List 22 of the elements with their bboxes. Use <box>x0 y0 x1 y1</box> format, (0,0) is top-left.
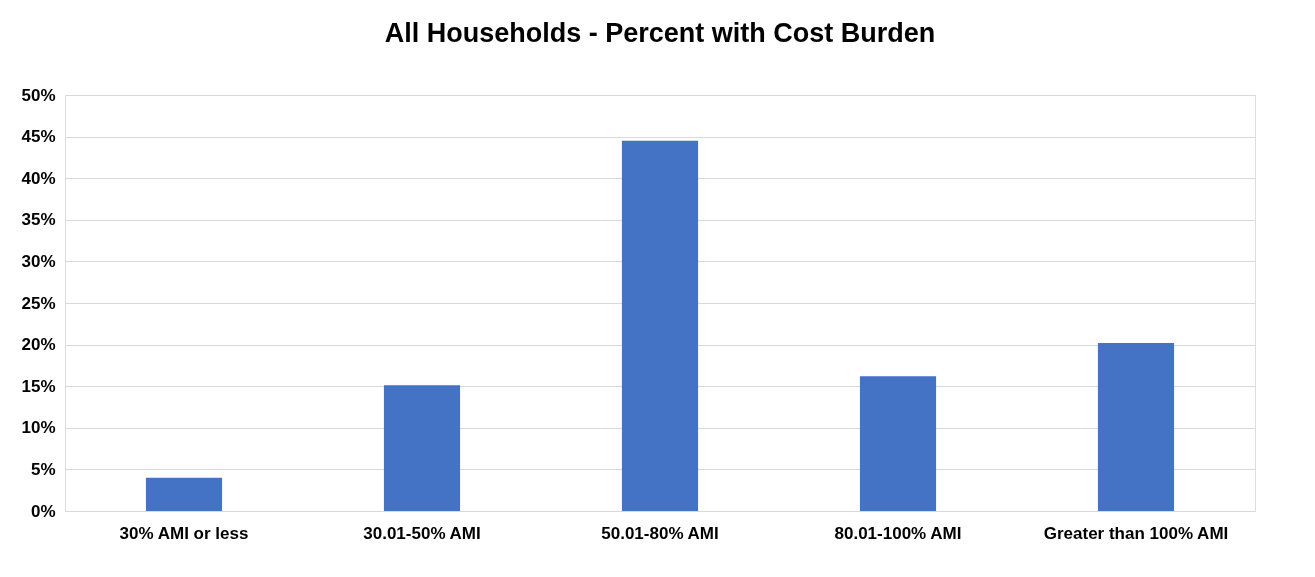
y-tick-label: 45% <box>21 127 56 147</box>
x-tick-label: 50.01-80% AMI <box>601 523 719 543</box>
y-tick-label: 5% <box>30 459 56 479</box>
y-tick-label: 35% <box>21 210 56 230</box>
y-tick-label: 50% <box>21 85 56 105</box>
y-tick-label: 0% <box>30 501 56 521</box>
chart-title: All Households - Percent with Cost Burden <box>384 18 936 48</box>
bar <box>145 477 223 511</box>
bar <box>383 385 461 511</box>
y-tick-label: 30% <box>21 251 56 271</box>
y-tick-label: 15% <box>21 376 56 396</box>
bar <box>621 140 699 511</box>
bar <box>1097 342 1175 511</box>
x-tick-label: 80.01-100% AMI <box>834 523 962 543</box>
y-tick-label: 40% <box>21 168 56 188</box>
y-tick-label: 10% <box>21 418 56 438</box>
bar <box>859 376 937 511</box>
y-tick-label: 25% <box>21 293 56 313</box>
x-tick-label: 30% AMI or less <box>119 523 249 543</box>
y-tick-label: 20% <box>21 335 56 355</box>
x-tick-label: Greater than 100% AMI <box>1043 523 1229 543</box>
x-tick-label: 30.01-50% AMI <box>363 523 481 543</box>
